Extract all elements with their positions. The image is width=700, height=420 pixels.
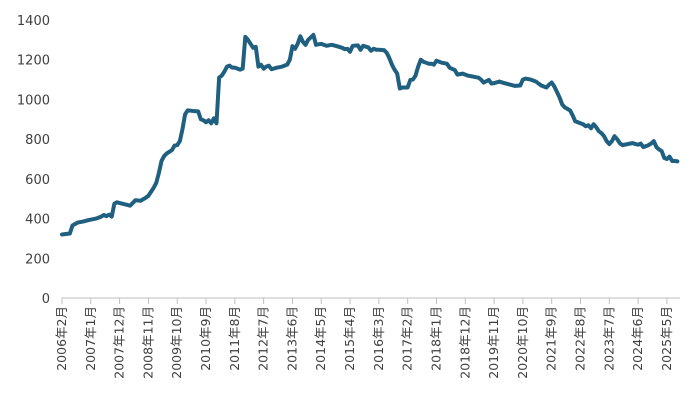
x-tick-label: 2006年2月 xyxy=(54,306,69,371)
x-tick-label: 2014年5月 xyxy=(313,306,328,371)
x-tick-label: 2020年10月 xyxy=(515,306,530,379)
y-tick-label: 800 xyxy=(25,133,50,148)
x-tick-label: 2016年3月 xyxy=(371,306,386,371)
x-tick-label: 2007年1月 xyxy=(83,306,98,371)
x-tick-label: 2023年7月 xyxy=(601,306,616,371)
series-line xyxy=(60,32,680,237)
x-tick-label: 2022年8月 xyxy=(572,306,587,371)
x-tick-label: 2018年12月 xyxy=(457,306,472,379)
x-axis: 2006年2月 2007年1月 2007年12月 2008年11月 2009年10月 20… xyxy=(54,298,674,379)
x-tick-label: 2024年6月 xyxy=(630,306,645,371)
y-tick-label: 1000 xyxy=(17,93,50,108)
x-tick-label: 2007年12月 xyxy=(112,306,127,379)
x-tick-label: 2008年11月 xyxy=(140,306,155,379)
x-tick-label: 2018年1月 xyxy=(428,306,443,371)
x-tick-label: 2021年9月 xyxy=(544,306,559,371)
x-tick-label: 2013年6月 xyxy=(284,306,299,371)
y-axis: 0 200 400 600 800 1000 1200 1400 xyxy=(17,14,50,307)
x-tick-label: 2010年9月 xyxy=(198,306,213,371)
x-tick-label: 2009年10月 xyxy=(169,306,184,379)
x-tick-label: 2015年4月 xyxy=(342,306,357,371)
y-tick-label: 1200 xyxy=(17,54,50,69)
y-tick-label: 600 xyxy=(25,173,50,188)
y-tick-label: 0 xyxy=(42,292,50,307)
x-tick-label: 2017年2月 xyxy=(400,306,415,371)
x-tick-label: 2025年5月 xyxy=(659,306,674,371)
y-tick-label: 200 xyxy=(25,252,50,267)
y-tick-label: 400 xyxy=(25,213,50,228)
y-tick-label: 1400 xyxy=(17,14,50,29)
x-tick-label: 2012年7月 xyxy=(256,306,271,371)
x-tick-label: 2011年8月 xyxy=(227,306,242,371)
x-tick-label: 2019年11月 xyxy=(486,306,501,379)
